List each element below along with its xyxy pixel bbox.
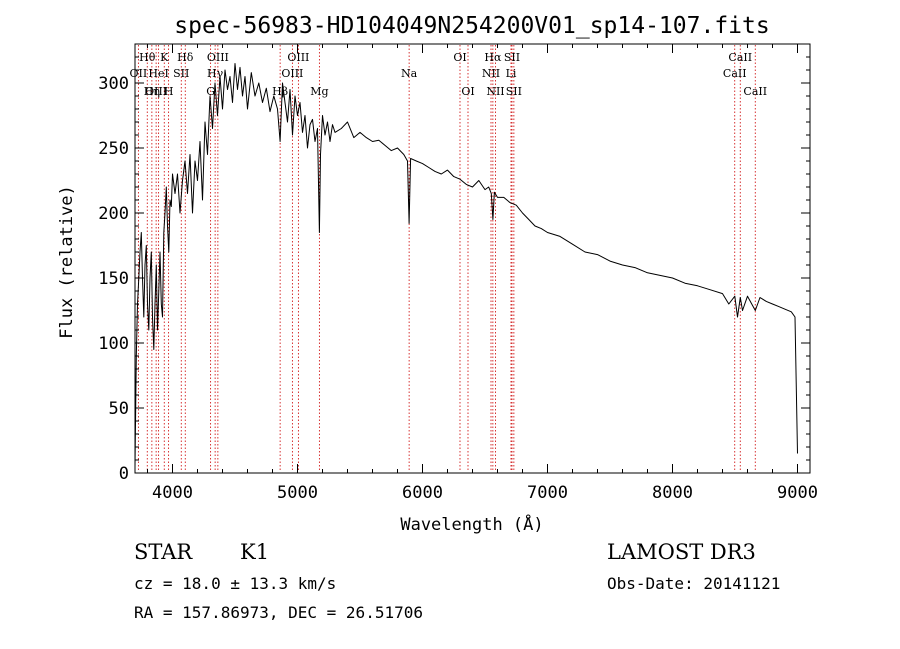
y-tick-label: 300 xyxy=(98,74,129,94)
spectral-line-label: CaII xyxy=(723,67,747,80)
plot-frame xyxy=(134,43,811,474)
chart-title: spec-56983-HD104049N254200V01_sp14-107.f… xyxy=(174,13,769,39)
spectral-line-label: Hη xyxy=(144,85,160,98)
spectral-line-label: SII xyxy=(506,85,522,98)
spectral-line-label: HeI xyxy=(148,67,168,80)
x-tick-label: 6000 xyxy=(402,483,443,503)
spectral-line-label: Hγ xyxy=(207,67,224,80)
obs-date: Obs-Date: 20141121 xyxy=(607,574,781,593)
spectrum-series xyxy=(134,63,798,467)
x-tick-label: 9000 xyxy=(777,483,818,503)
spectral-line-label: OII xyxy=(130,67,148,80)
y-tick-label: 50 xyxy=(109,399,129,419)
redshift-cz: cz = 18.0 ± 13.3 km/s xyxy=(134,574,337,593)
x-tick-label: 4000 xyxy=(152,483,193,503)
spectral-line-label: SII xyxy=(504,51,520,64)
spectral-line-label: OIII xyxy=(281,67,303,80)
survey-name: LAMOST DR3 xyxy=(607,540,756,564)
spectral-line-label: CaII xyxy=(728,51,752,64)
y-axis: 0 50 100 150 200 250 300 xyxy=(98,56,810,484)
object-subclass: K1 xyxy=(240,540,270,564)
spectral-line-label: SII xyxy=(173,67,189,80)
spectral-line-label: NII xyxy=(482,67,500,80)
y-axis-label: Flux (relative) xyxy=(57,185,77,339)
spectral-line-label: Li xyxy=(506,67,517,80)
y-tick-label: 150 xyxy=(98,269,129,289)
y-tick-label: 250 xyxy=(98,139,129,159)
y-tick-label: 100 xyxy=(98,334,129,354)
spectral-line-label: OIII xyxy=(207,51,229,64)
y-tick-label: 200 xyxy=(98,204,129,224)
spectral-lines xyxy=(137,45,756,472)
x-tick-label: 5000 xyxy=(277,483,318,503)
x-tick-label: 8000 xyxy=(652,483,693,503)
spectrum-line xyxy=(134,63,798,467)
spectral-line-label: Hθ xyxy=(139,51,156,64)
spectral-line-label: Mg xyxy=(310,85,328,98)
spectral-line-label: CaII xyxy=(743,85,767,98)
object-class: STAR xyxy=(134,540,193,564)
spectral-line-label: Hβ xyxy=(272,85,288,98)
spectral-line-label: Hα xyxy=(484,51,502,64)
spectral-line-label: OIII xyxy=(287,51,309,64)
y-tick-label: 0 xyxy=(119,464,129,484)
spectral-line-label: H xyxy=(164,85,174,98)
spectral-line-label: OI xyxy=(453,51,466,64)
x-tick-label: 7000 xyxy=(527,483,568,503)
spectral-line-label: OI xyxy=(461,85,474,98)
spectral-line-label: K xyxy=(160,51,169,64)
spectral-line-label: OIII xyxy=(145,85,167,98)
spectral-line-label: G xyxy=(206,85,215,98)
spectral-line-label: NII xyxy=(486,85,504,98)
coordinates: RA = 157.86973, DEC = 26.51706 xyxy=(134,603,423,622)
x-axis-label: Wavelength (Å) xyxy=(400,513,543,535)
spectral-line-label: Na xyxy=(401,67,418,80)
spectral-line-label: Hδ xyxy=(177,51,194,64)
x-axis: 4000 5000 6000 7000 8000 9000 xyxy=(147,44,818,503)
